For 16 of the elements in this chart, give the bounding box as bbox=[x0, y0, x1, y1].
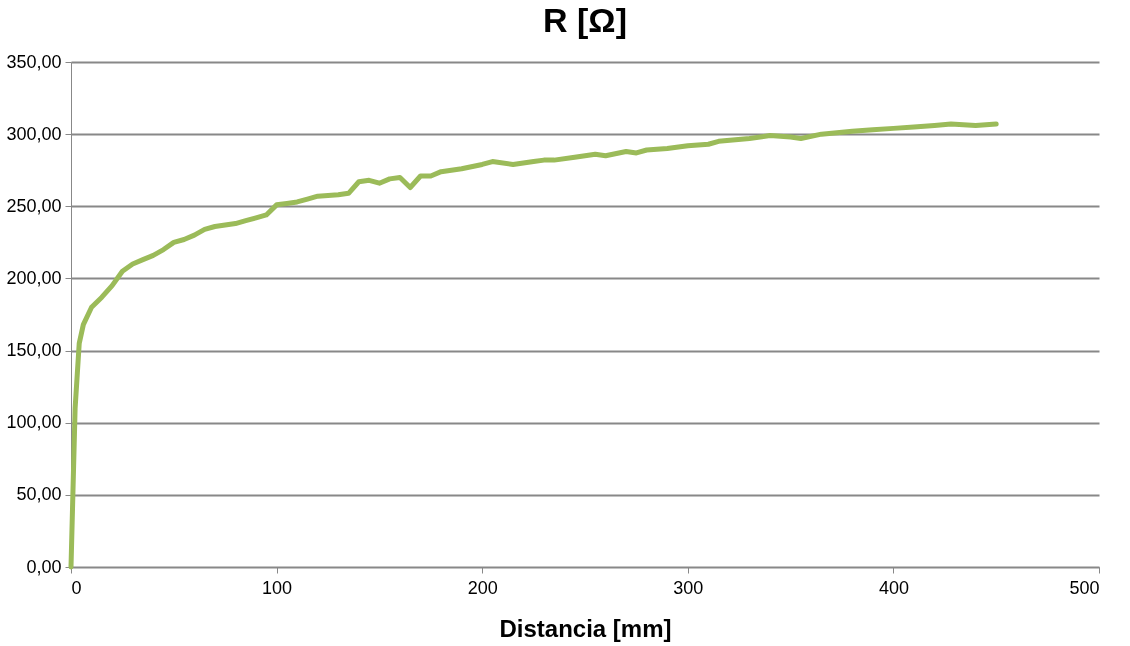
y-tick-label: 50,00 bbox=[16, 484, 62, 505]
y-tick-label: 300,00 bbox=[6, 123, 62, 144]
x-tick-label: 500 bbox=[1069, 577, 1100, 598]
x-tick-label: 300 bbox=[673, 577, 704, 598]
x-tick-label: 0 bbox=[71, 577, 82, 598]
chart-title: R [Ω] bbox=[543, 1, 627, 39]
y-tick-label: 200,00 bbox=[6, 267, 62, 288]
y-tick-label: 150,00 bbox=[6, 340, 62, 361]
y-tick-label: 0,00 bbox=[26, 556, 62, 577]
x-axis-title: Distancia [mm] bbox=[499, 614, 672, 642]
x-tick-label: 100 bbox=[262, 577, 293, 598]
y-tick-label: 100,00 bbox=[6, 412, 62, 433]
y-tick-label: 250,00 bbox=[6, 195, 62, 216]
x-tick-label: 400 bbox=[878, 577, 909, 598]
x-tick-label: 200 bbox=[467, 577, 498, 598]
y-tick-label: 350,00 bbox=[6, 51, 62, 72]
